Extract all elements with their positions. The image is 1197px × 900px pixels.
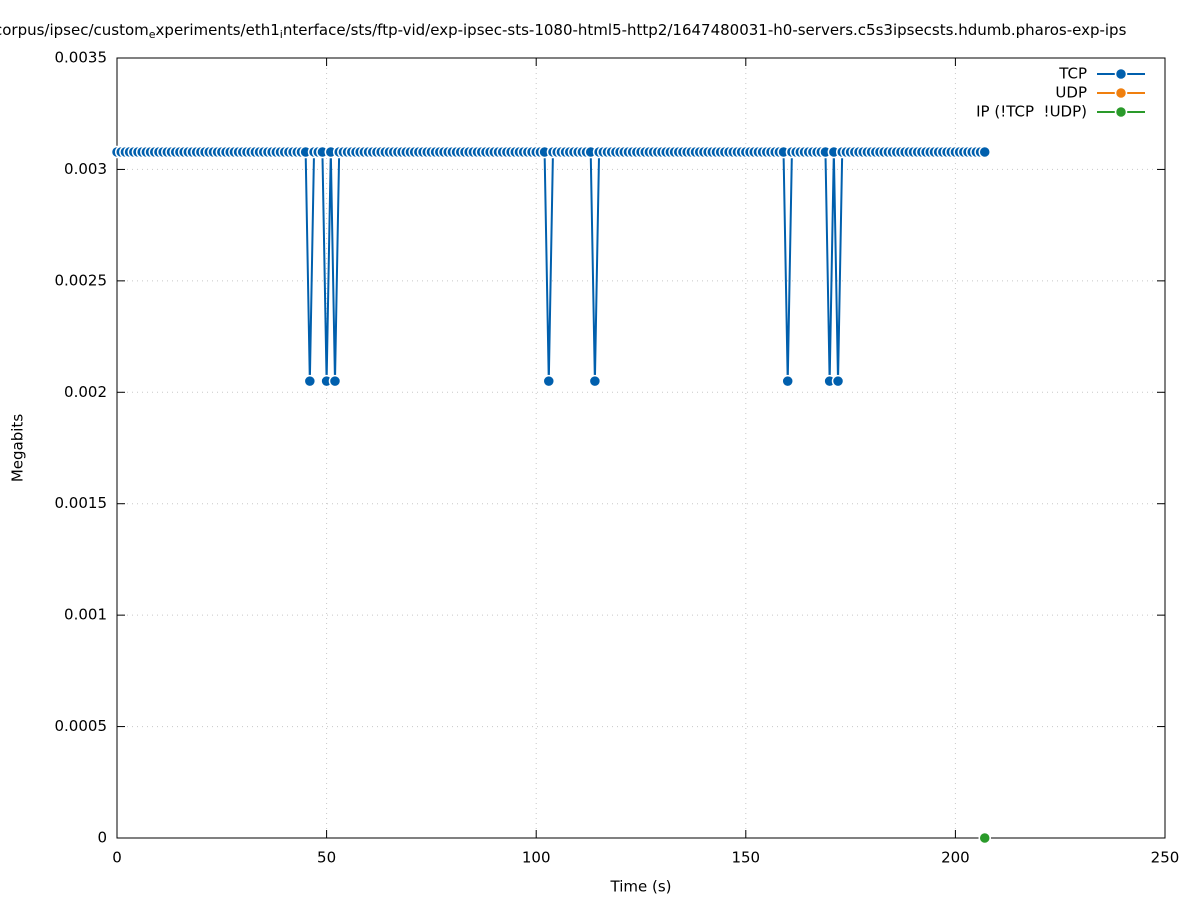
legend-marker <box>1114 86 1128 100</box>
title-part: corpus/ipsec/custom <box>0 21 149 39</box>
x-axis-label: Time (s) <box>610 878 672 896</box>
x-tick-label: 50 <box>317 849 336 867</box>
title-subscript: e <box>149 28 156 41</box>
data-point <box>978 831 991 845</box>
y-tick-label: 0.003 <box>64 160 107 178</box>
legend-marker <box>1114 67 1128 81</box>
chart-title: corpus/ipsec/customexperiments/eth1inter… <box>0 21 1127 42</box>
legend-label: IP (!TCP !UDP) <box>976 103 1087 121</box>
series-line <box>117 151 985 382</box>
y-tick-label: 0.002 <box>64 383 107 401</box>
title-subscript: i <box>280 28 283 41</box>
x-tick-label: 100 <box>522 849 551 867</box>
data-point <box>831 374 845 388</box>
plot-border <box>116 57 1166 839</box>
x-tick-label: 250 <box>1151 849 1180 867</box>
legend-marker <box>1114 105 1128 119</box>
x-tick-label: 150 <box>731 849 760 867</box>
data-point <box>303 374 317 388</box>
y-tick-label: 0.0035 <box>55 49 108 67</box>
data-point <box>781 374 794 388</box>
y-tick-label: 0.001 <box>64 606 107 624</box>
y-tick-label: 0.0015 <box>55 494 108 512</box>
y-tick-label: 0 <box>97 829 107 847</box>
y-axis-label: Megabits <box>9 414 27 482</box>
y-tick-label: 0.0005 <box>55 717 108 735</box>
title-part: nterface/sts/ftp-vid/exp-ipsec-sts-1080-… <box>283 21 1127 39</box>
data-point <box>328 374 342 388</box>
legend-label: TCP <box>1058 65 1087 83</box>
title-part: xperiments/eth1 <box>156 21 280 39</box>
data-point <box>542 374 556 388</box>
x-tick-label: 200 <box>941 849 970 867</box>
data-point <box>588 374 602 388</box>
data-point <box>978 145 991 159</box>
y-tick-label: 0.0025 <box>55 271 108 289</box>
legend-label: UDP <box>1055 84 1087 102</box>
x-tick-label: 0 <box>112 849 122 867</box>
